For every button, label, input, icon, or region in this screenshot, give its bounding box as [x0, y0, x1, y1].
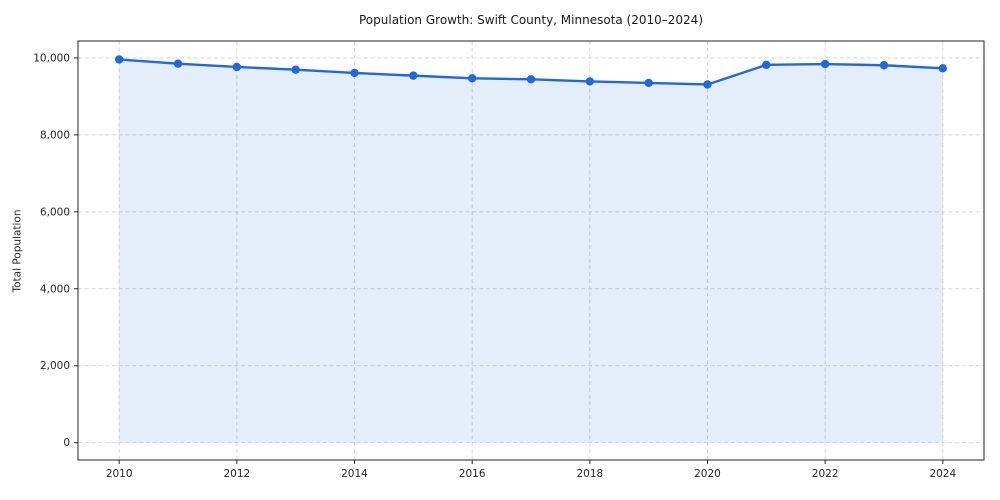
data-point	[820, 59, 830, 69]
x-tick-label: 2024	[929, 468, 956, 480]
x-tick-label: 2016	[459, 468, 486, 480]
y-tick-label: 8,000	[40, 129, 70, 141]
data-point	[173, 59, 183, 68]
data-point	[644, 78, 653, 88]
x-tick-label: 2012	[223, 468, 250, 480]
data-point	[585, 77, 595, 86]
y-tick-label: 2,000	[40, 360, 70, 372]
data-point	[291, 65, 300, 74]
data-point	[879, 61, 889, 70]
y-tick-label: 6,000	[40, 206, 70, 218]
data-point	[114, 55, 124, 64]
x-tick-label: 2022	[812, 468, 839, 480]
x-tick-label: 2020	[694, 468, 721, 480]
chart-title: Population Growth: Swift County, Minneso…	[358, 13, 703, 27]
data-point	[409, 71, 418, 80]
data-point	[526, 75, 536, 84]
data-point	[938, 64, 948, 73]
data-point	[467, 74, 477, 83]
y-tick-label: 10,000	[33, 52, 70, 64]
data-point	[703, 80, 712, 89]
area-fill	[119, 59, 943, 443]
y-tick-label: 4,000	[40, 283, 70, 295]
data-point	[232, 62, 242, 72]
plot-border	[77, 40, 985, 461]
data-point	[350, 68, 359, 78]
y-tick-label: 0	[63, 437, 70, 449]
x-tick-label: 2014	[341, 468, 368, 480]
x-tick-label: 2018	[576, 468, 603, 480]
data-point	[762, 60, 771, 70]
x-tick-label: 2010	[106, 468, 133, 480]
